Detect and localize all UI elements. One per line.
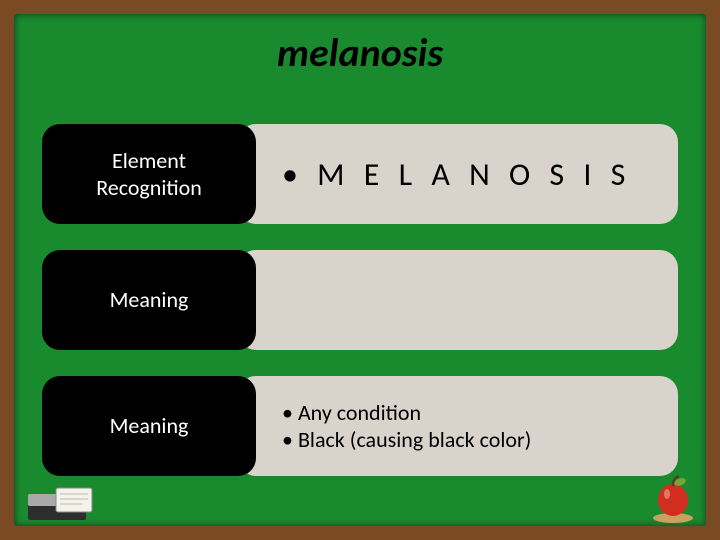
row-body: Any condition Black (causing black color… bbox=[238, 376, 678, 476]
chalkboard: melanosis Element Recognition M E L A N … bbox=[14, 14, 706, 526]
eraser-icon bbox=[22, 484, 100, 524]
row-label-line1: Meaning bbox=[110, 286, 189, 314]
apple-icon bbox=[646, 474, 700, 524]
bullet-text: Black (causing black color) bbox=[282, 426, 654, 453]
content-rows: Element Recognition M E L A N O S I S Me… bbox=[42, 124, 678, 476]
row-body bbox=[238, 250, 678, 350]
row-body: M E L A N O S I S bbox=[238, 124, 678, 224]
row-label-line1: Meaning bbox=[110, 412, 189, 440]
slide-title: melanosis bbox=[14, 28, 706, 77]
row-element-recognition: Element Recognition M E L A N O S I S bbox=[42, 124, 678, 224]
row-meaning-1: Meaning bbox=[42, 250, 678, 350]
bullet-text: M E L A N O S I S bbox=[282, 155, 654, 194]
row-label-line1: Element bbox=[112, 147, 186, 175]
row-label: Meaning bbox=[42, 376, 256, 476]
row-meaning-2: Meaning Any condition Black (causing bla… bbox=[42, 376, 678, 476]
slide-frame: melanosis Element Recognition M E L A N … bbox=[0, 0, 720, 540]
row-label-line2: Recognition bbox=[96, 174, 202, 202]
bullet-text: Any condition bbox=[282, 399, 654, 426]
row-label: Meaning bbox=[42, 250, 256, 350]
row-label: Element Recognition bbox=[42, 124, 256, 224]
